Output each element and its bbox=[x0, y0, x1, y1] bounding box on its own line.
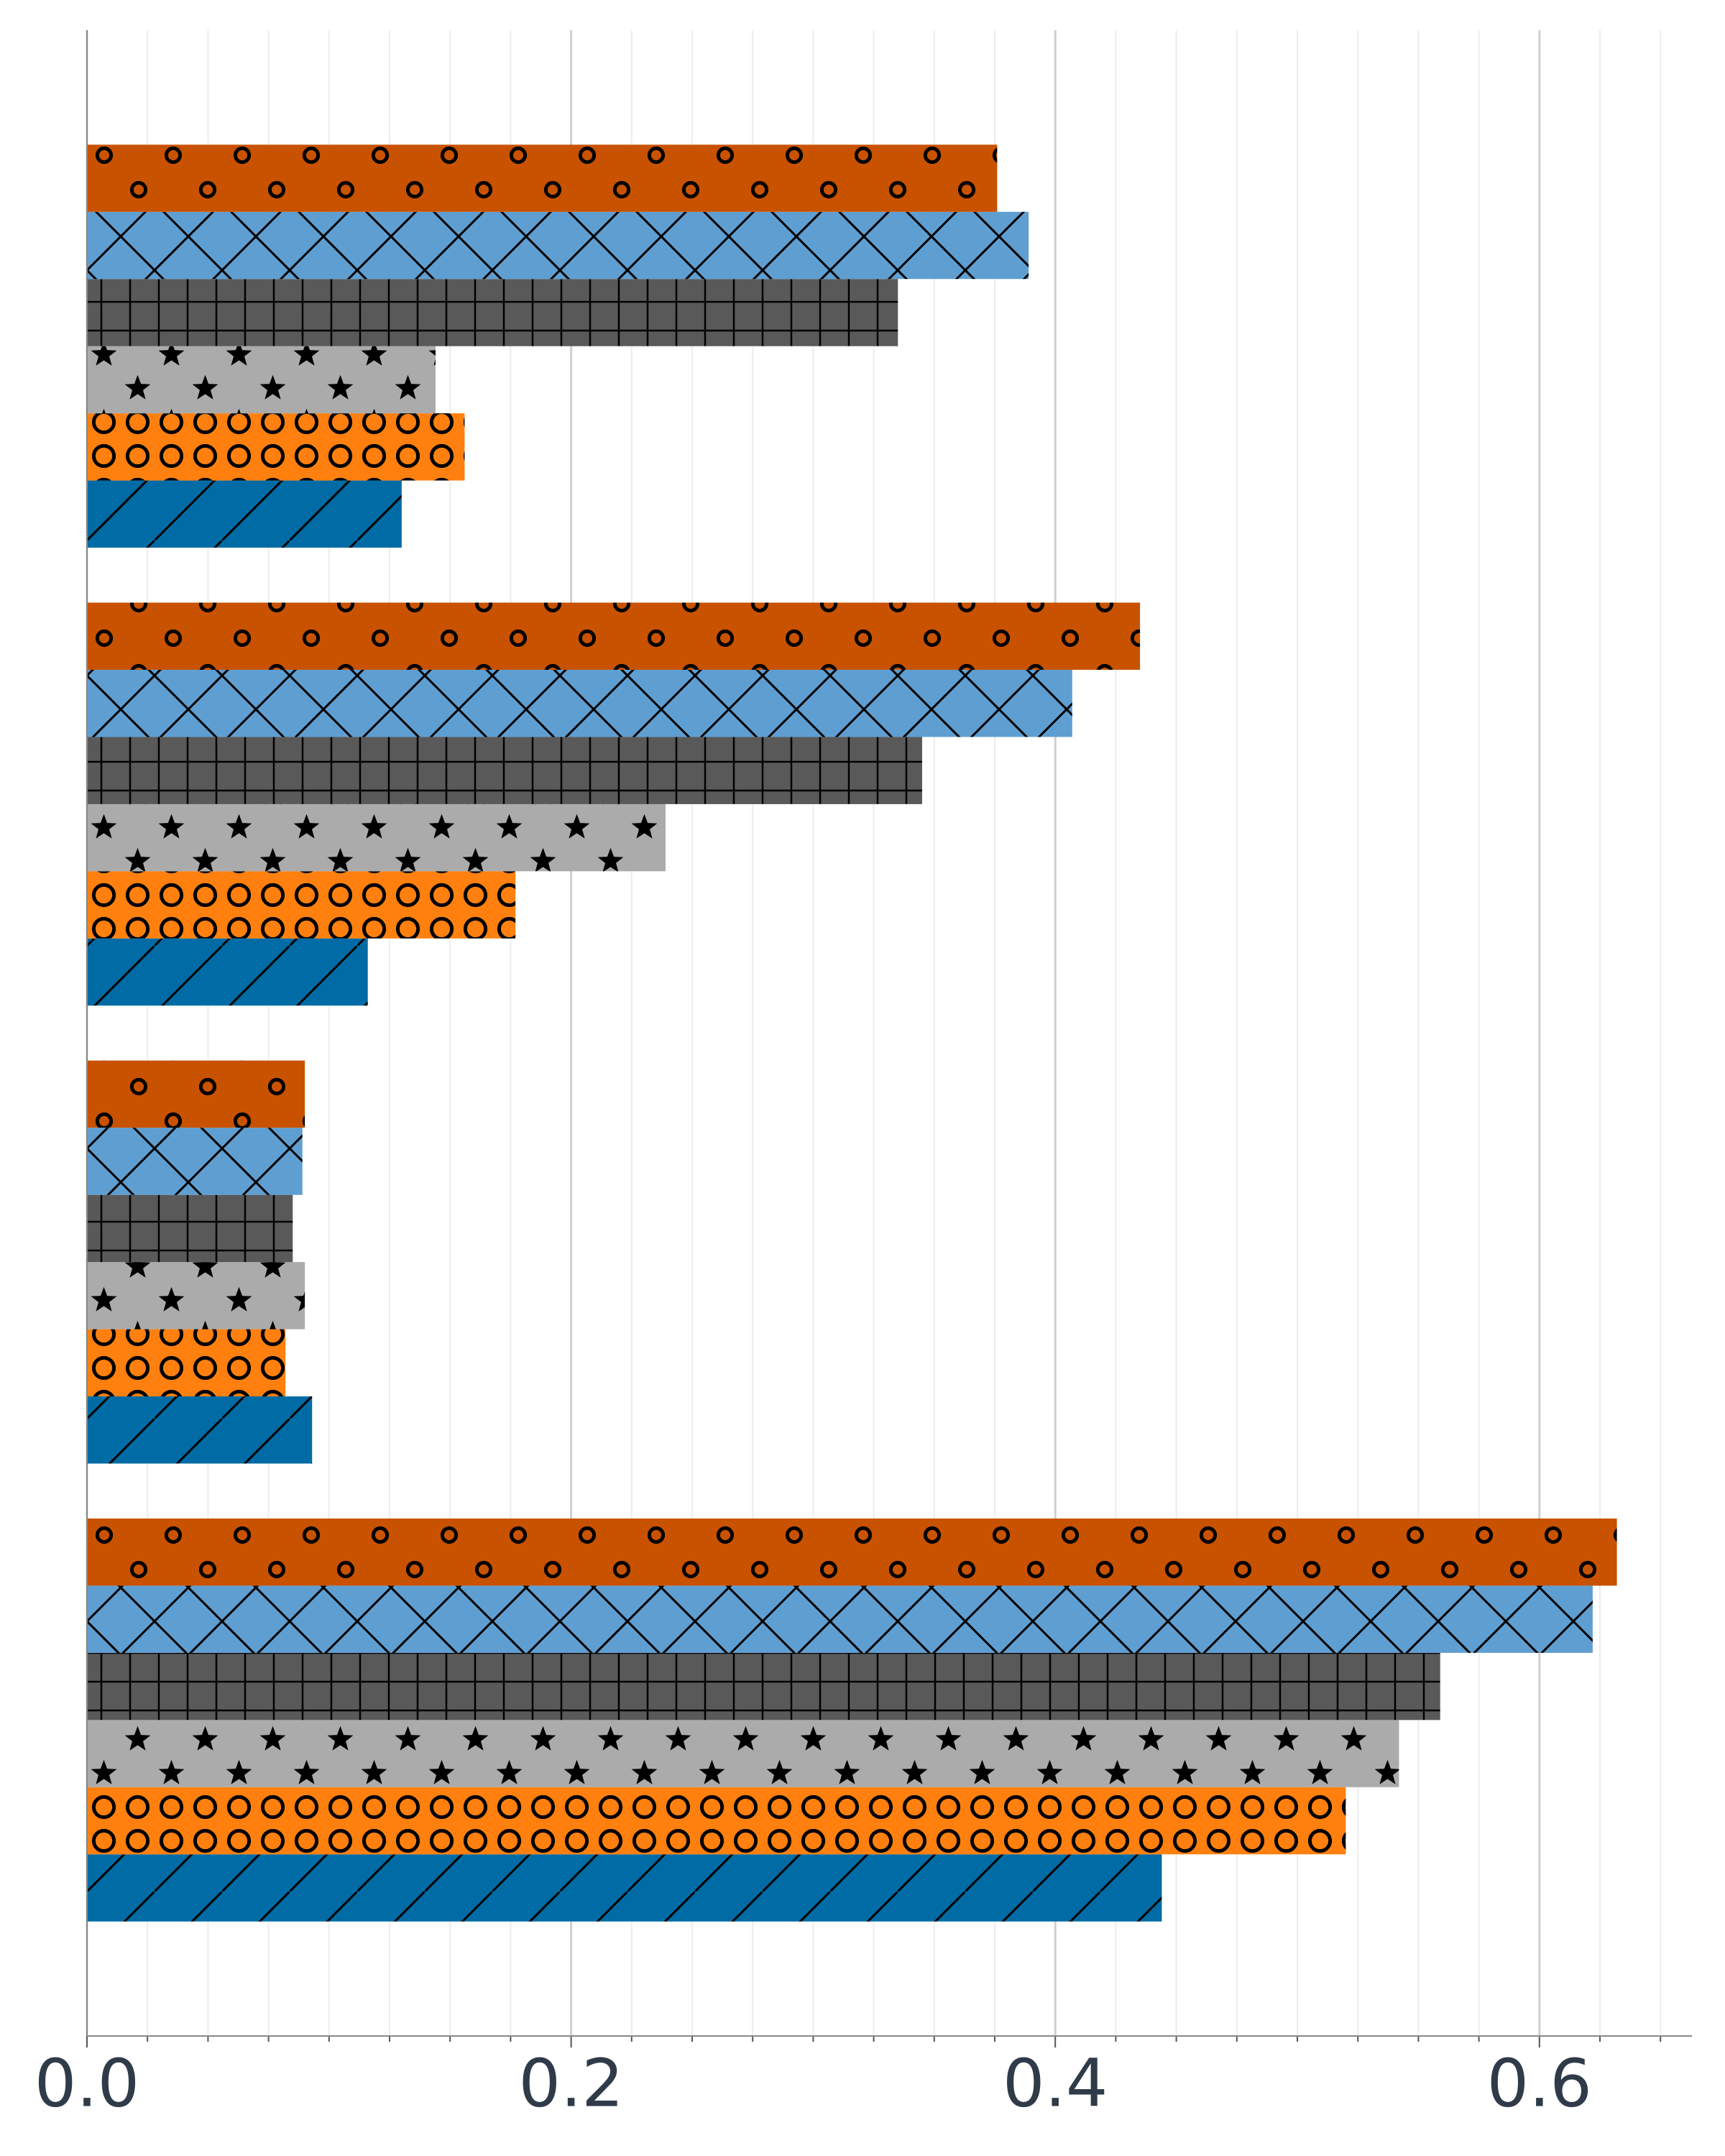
bar bbox=[87, 1396, 313, 1464]
bar bbox=[87, 279, 898, 346]
bar bbox=[87, 211, 1029, 280]
bar bbox=[87, 1854, 1162, 1922]
bar bbox=[87, 1518, 1617, 1586]
bar bbox=[87, 1128, 303, 1195]
bars bbox=[87, 144, 1617, 1922]
x-tick-label: 0.6 bbox=[1487, 2045, 1592, 2122]
x-tick-label: 0.2 bbox=[518, 2045, 623, 2122]
x-tick-label: 0.4 bbox=[1003, 2045, 1108, 2122]
bar bbox=[87, 346, 436, 414]
bar bbox=[87, 871, 516, 939]
bar bbox=[87, 1787, 1346, 1855]
bar bbox=[87, 938, 368, 1006]
bar bbox=[87, 1194, 293, 1263]
bar bbox=[87, 1262, 305, 1330]
bar bbox=[87, 480, 402, 548]
bar bbox=[87, 1329, 286, 1397]
axes: 0.0 0.2 0.4 0.6 bbox=[34, 30, 1692, 2122]
x-tick-label: 0.0 bbox=[34, 2045, 139, 2122]
bar bbox=[87, 803, 666, 872]
bar bbox=[87, 602, 1141, 670]
bar bbox=[87, 1060, 305, 1128]
bar bbox=[87, 1585, 1593, 1653]
bar bbox=[87, 413, 465, 481]
bar bbox=[87, 669, 1072, 737]
bar bbox=[87, 737, 922, 804]
bar bbox=[87, 1720, 1399, 1787]
bar bbox=[87, 144, 998, 212]
bar bbox=[87, 1652, 1440, 1720]
